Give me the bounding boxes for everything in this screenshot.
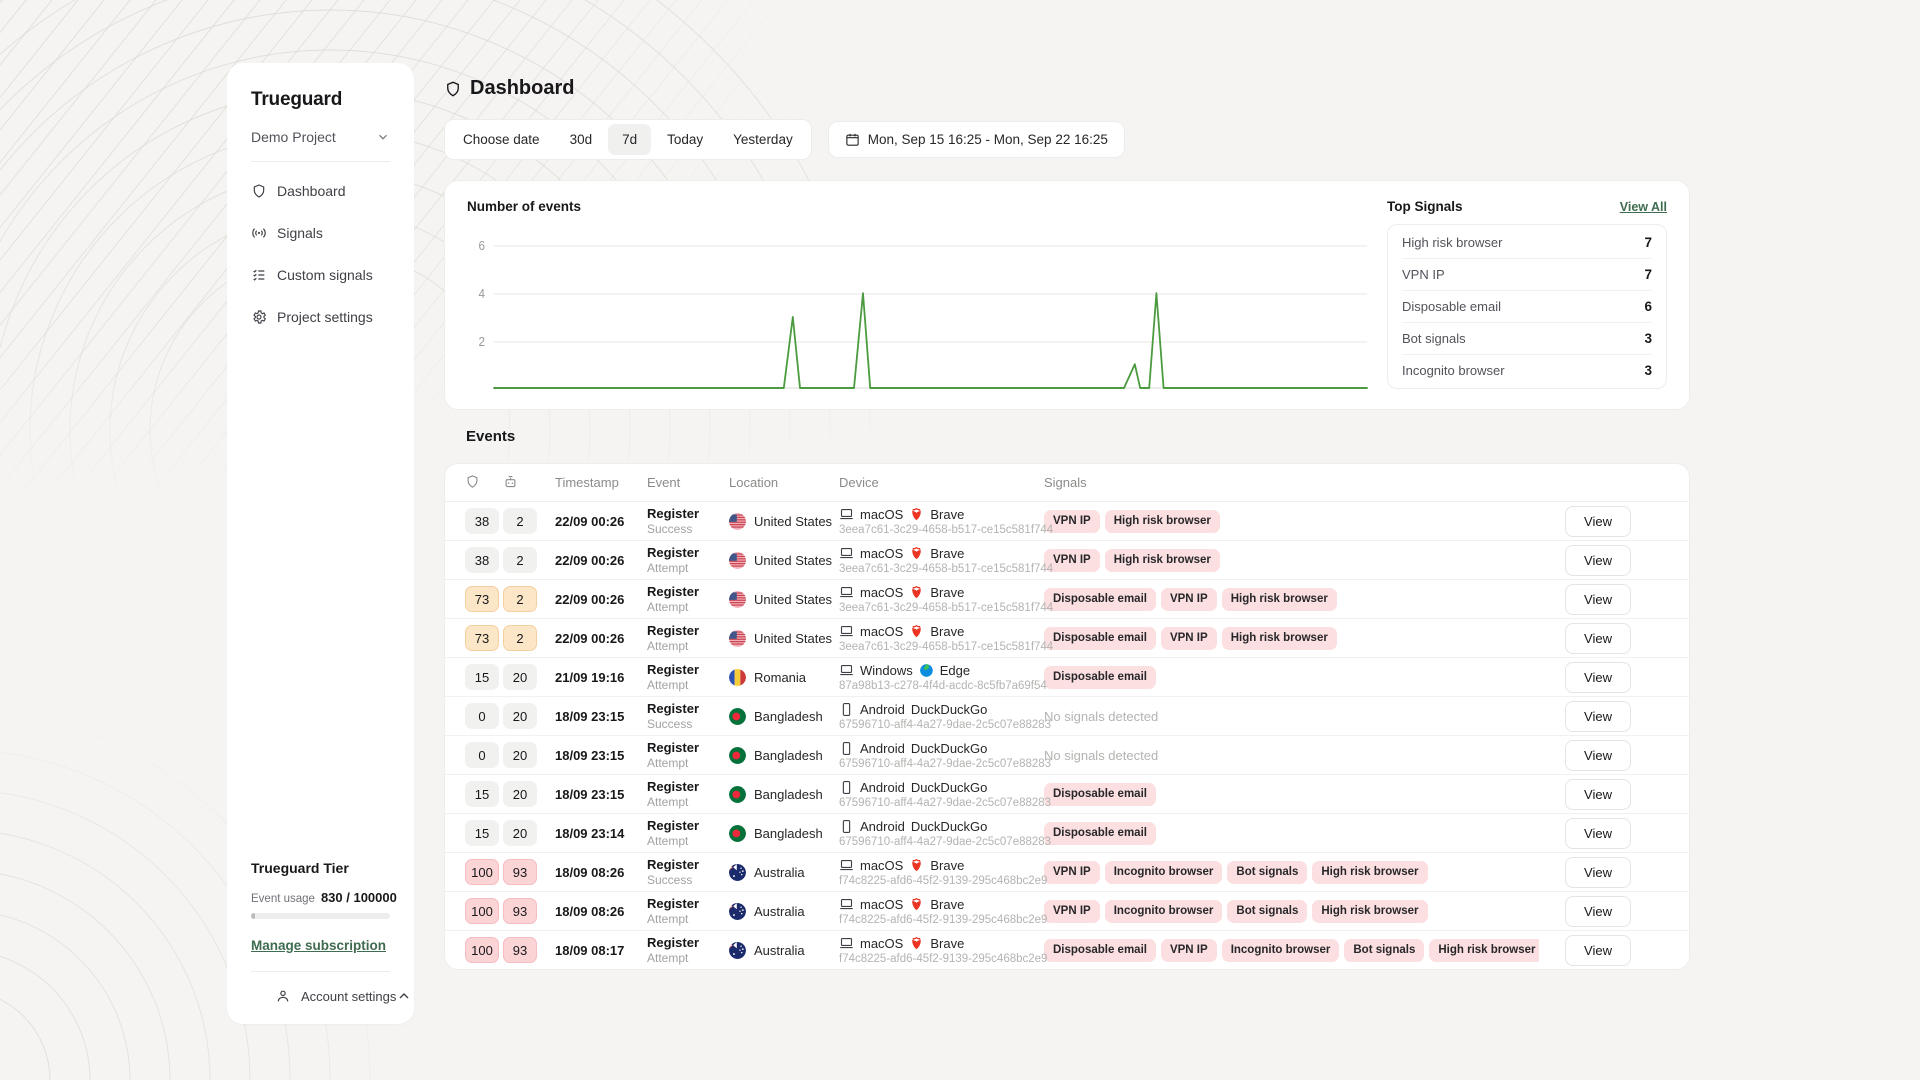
- svg-text:2: 2: [478, 334, 485, 349]
- svg-text:4: 4: [478, 286, 485, 301]
- svg-text:6: 6: [478, 238, 485, 253]
